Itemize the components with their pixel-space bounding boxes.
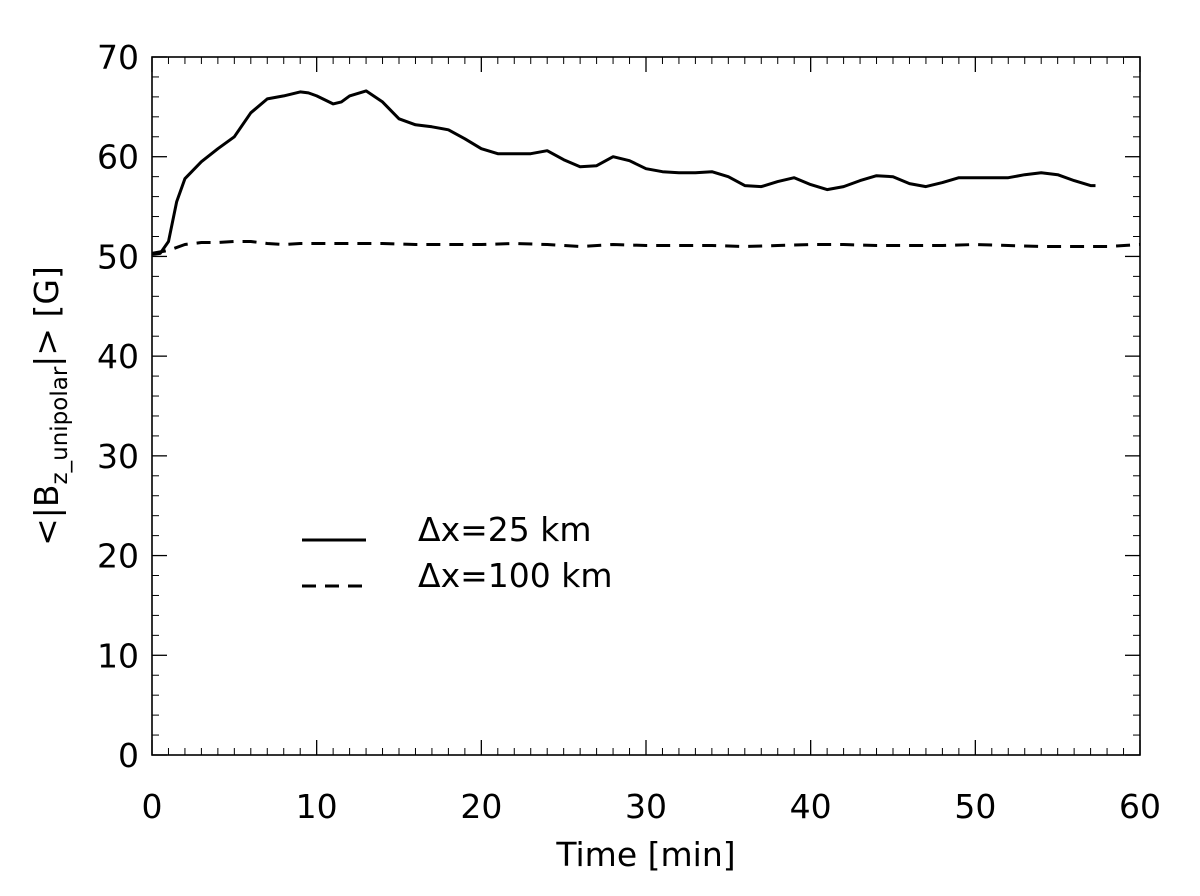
y-tick-label: 0 (118, 736, 139, 775)
y-tick-label: 10 (97, 636, 139, 675)
x-tick-label: 10 (296, 787, 338, 826)
plot-frame (151, 56, 1141, 756)
y-axis-label: <|Bz_unipolar|> [G] (27, 266, 73, 546)
legend-label-solid: Δx=25 km (418, 510, 592, 549)
x-tick-label: 60 (1119, 787, 1161, 826)
y-tick-label: 20 (97, 537, 139, 576)
major-ticks (151, 56, 1141, 756)
series-layer (151, 89, 1141, 256)
legend: Δx=25 km Δx=100 km (302, 510, 613, 595)
y-tick-label: 60 (97, 138, 139, 177)
y-axis-label-subscript: z_unipolar (47, 366, 73, 484)
series-line-dashed (151, 240, 1141, 255)
legend-label-dashed: Δx=100 km (418, 556, 613, 595)
y-tick-labels: 0 10 20 30 40 50 60 70 (97, 38, 139, 775)
y-tick-label: 30 (97, 437, 139, 476)
minor-ticks (152, 57, 1140, 755)
x-tick-label: 50 (954, 787, 996, 826)
y-tick-label: 70 (97, 38, 139, 77)
x-tick-labels: 0 10 20 30 40 50 60 (142, 787, 1162, 826)
series-line-solid (151, 89, 1096, 256)
x-tick-label: 40 (790, 787, 832, 826)
x-tick-label: 0 (142, 787, 163, 826)
x-tick-label: 20 (460, 787, 502, 826)
x-axis-label: Time [min] (555, 835, 735, 874)
y-axis-label-suffix: |> [G] (27, 266, 66, 367)
x-tick-label: 30 (625, 787, 667, 826)
y-tick-label: 50 (97, 237, 139, 276)
y-axis-label-prefix: <|B (27, 484, 66, 545)
y-tick-label: 40 (97, 337, 139, 376)
